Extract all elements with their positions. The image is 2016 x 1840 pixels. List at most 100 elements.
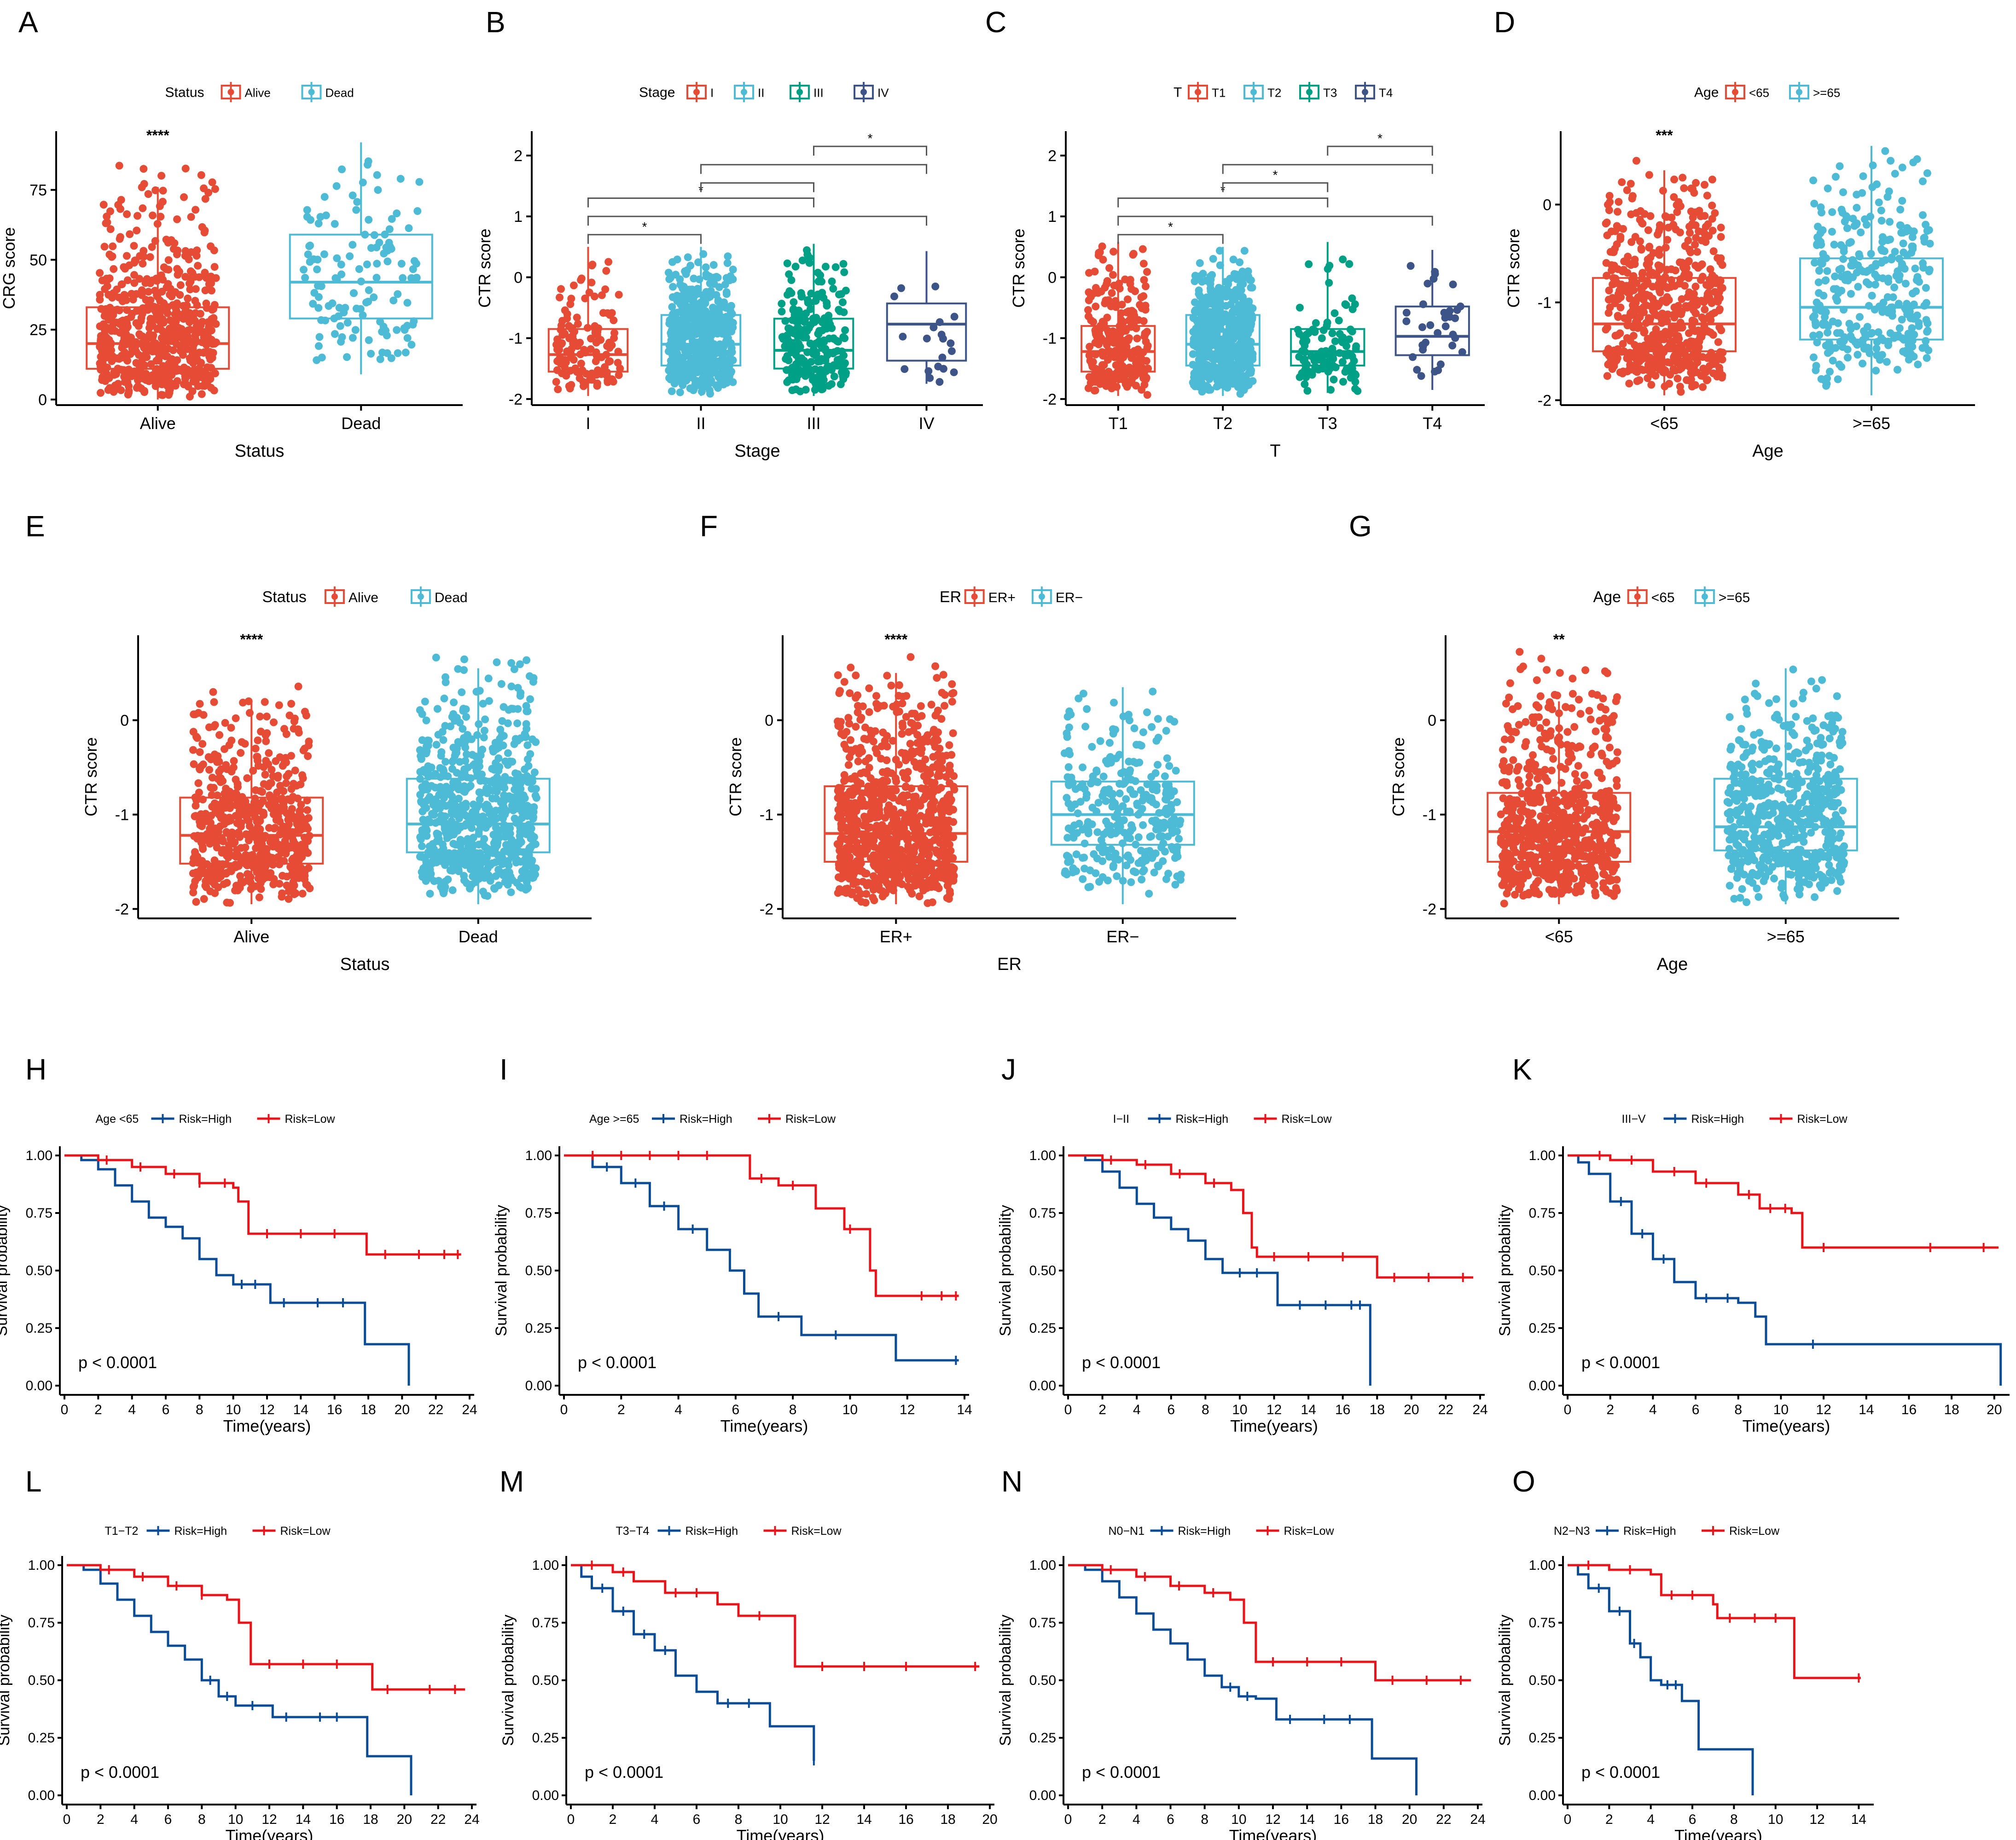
data-point [1718,261,1726,269]
data-point [1919,177,1927,186]
data-point [350,289,358,297]
data-point [135,351,143,359]
data-point [1341,300,1349,308]
data-point [1683,303,1691,312]
data-point [1118,301,1126,309]
data-point [202,810,210,818]
data-point [1824,184,1832,192]
data-point [117,196,125,204]
data-point [1138,355,1146,363]
comparison-bracket [700,182,814,192]
data-point [304,752,312,760]
data-point [157,213,165,221]
data-point [1673,374,1682,383]
data-point [164,256,173,264]
data-point [194,779,203,787]
data-point [569,356,578,364]
data-point [1207,330,1215,338]
box-T1 [1081,242,1156,399]
data-point [1656,363,1665,371]
data-point [1663,344,1671,352]
data-point [123,351,132,359]
data-point [700,355,708,363]
data-point [787,276,796,284]
data-point [265,749,273,757]
data-point [1429,275,1438,283]
data-point [99,320,108,328]
data-point [189,746,197,754]
box-Alive [86,162,230,401]
data-point [1207,275,1215,284]
data-point [790,298,798,306]
data-point [1826,342,1835,351]
data-point [271,836,279,844]
x-tick-label: II [696,414,705,433]
data-point [126,230,134,238]
data-point [280,759,289,767]
data-point [527,774,535,783]
y-tick-label: 0 [1543,196,1551,214]
data-point [592,338,600,347]
data-point [1898,163,1906,172]
data-point [1813,338,1821,347]
data-point [210,263,219,271]
data-point [1636,215,1644,224]
data-point [103,363,111,371]
data-point [295,856,303,864]
data-point [497,680,505,688]
data-point [1121,275,1129,284]
data-point [132,290,140,298]
data-point [839,260,848,268]
data-point [1346,325,1354,334]
legend-key-point [1796,89,1802,95]
data-point [615,290,623,299]
data-point [452,841,460,849]
data-point [1605,206,1613,215]
data-point [279,871,286,880]
data-point [253,818,261,826]
legend-key-point [331,593,338,600]
data-point [837,380,845,389]
data-point [352,304,360,313]
data-point [1643,290,1650,299]
jitter-points [1809,147,1934,390]
data-point [154,366,163,374]
data-point [1110,248,1118,256]
data-point [367,349,375,358]
data-point [285,895,293,903]
data-point [947,339,955,348]
data-point [331,220,339,228]
data-point [139,247,148,255]
data-point [816,367,825,375]
data-point [587,335,595,342]
data-point [1902,347,1910,355]
data-point [1611,299,1619,308]
data-point [114,380,122,388]
data-point [365,286,373,294]
data-point [1431,268,1439,276]
data-point [212,320,220,328]
data-point [670,313,679,322]
data-point [714,384,722,392]
x-axis-label: Status [340,955,390,974]
data-point [1240,247,1249,255]
data-point [1896,205,1905,214]
data-point [822,367,830,375]
data-point [158,391,167,399]
data-point [676,388,684,396]
data-point [1441,313,1449,322]
data-point [416,775,424,783]
data-point [1885,187,1893,196]
data-point [939,365,947,373]
data-point [340,308,348,317]
data-point [1222,349,1231,357]
data-point [346,252,354,261]
data-point [667,357,675,365]
data-point [226,788,234,796]
y-tick-label: 1 [514,208,523,226]
data-point [376,355,384,363]
data-point [1637,245,1645,254]
data-point [818,326,826,335]
data-point [115,162,123,170]
